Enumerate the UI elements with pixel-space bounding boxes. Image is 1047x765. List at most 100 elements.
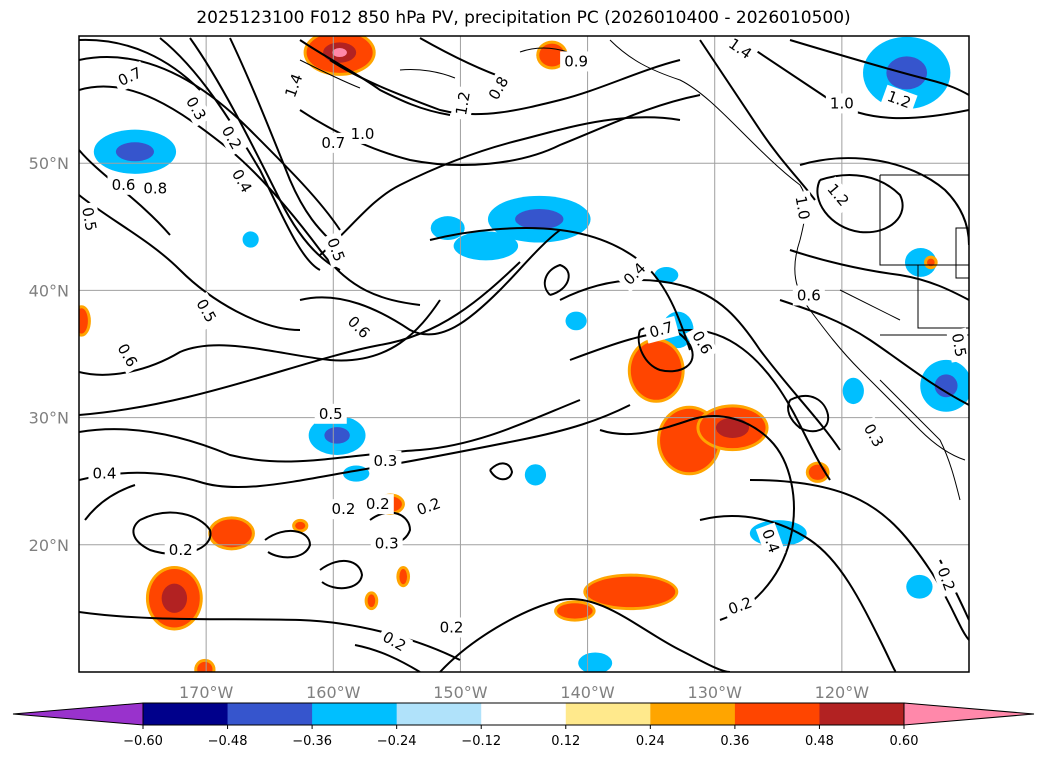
precip-patch (79, 308, 88, 334)
map-frame (78, 35, 970, 673)
contour-label: 0.9 (564, 52, 588, 70)
contour-label-group: 0.4 (88, 463, 121, 484)
contour-label-bg (435, 617, 468, 638)
lat-tick-label: 20°N (29, 536, 69, 555)
lon-tick-label: 150°W (433, 683, 488, 702)
contour-label-bg (410, 491, 448, 522)
precip-patch (845, 380, 861, 402)
contour-label-bg (369, 450, 402, 471)
contour-label-group: 1.2 (450, 85, 476, 121)
contour-label-bg (107, 174, 140, 195)
contour-label-bg (685, 323, 719, 362)
precip-patch-core (934, 374, 958, 398)
contour-label-bg (792, 285, 825, 306)
lat-axis: 20°N 30°N 40°N 50°N (29, 154, 69, 555)
precip-patch-core (324, 427, 350, 444)
contour-label-bg (616, 255, 653, 293)
lon-tick-label: 140°W (560, 683, 615, 702)
contour-label-bg (320, 231, 351, 269)
colorbar-segment (396, 703, 482, 725)
precip-patch (211, 519, 252, 548)
contour-label: 0.7 (321, 134, 345, 152)
contour-label-bg (361, 494, 394, 515)
contour-label-bg (179, 89, 213, 128)
contour-label-group: 0.5 (78, 201, 102, 237)
lon-axis: 170°W 160°W 150°W 140°W 130°W 120°W (179, 683, 869, 702)
contour-label: 0.2 (169, 541, 193, 559)
contour-label-bg (88, 463, 121, 484)
map-background (79, 36, 969, 672)
contour-label-bg (789, 190, 816, 226)
contour-label: 0.2 (332, 500, 356, 518)
contour-label-group: 0.6 (107, 174, 140, 195)
contour-label: 0.4 (92, 465, 116, 483)
lat-tick-label: 40°N (29, 281, 69, 300)
lon-tick-label: 160°W (306, 683, 361, 702)
chart-title: 2025123100 F012 850 hPa PV, precipitatio… (196, 8, 851, 28)
contour-label-bg (317, 132, 350, 153)
colorbar: −0.60 −0.48 −0.36 −0.24 −0.12 0.12 0.24 0.36 0.4… (12, 702, 1035, 749)
contour-label-group: 0.2 (164, 539, 197, 560)
precipitation-layer (79, 36, 969, 672)
contour-label-bg (856, 416, 891, 455)
contour-label-bg (346, 123, 379, 144)
contour-label-bg (164, 539, 197, 560)
precip-patch-peak (332, 48, 347, 58)
contour-label: 1.0 (792, 194, 814, 221)
precip-patch (657, 270, 676, 281)
colorbar-tick-label: 0.24 (636, 734, 665, 749)
contour-label-group: 0.7 (317, 132, 350, 153)
precip-patch (927, 258, 935, 267)
colorbar-segment (565, 703, 651, 725)
contour-label-bg (880, 84, 918, 115)
contour-label: 1.2 (452, 90, 474, 117)
colorbar-segment (650, 703, 736, 725)
colorbar-frame (142, 702, 905, 726)
contour-label-group: 1.0 (346, 123, 379, 144)
contour-label: 0.2 (366, 495, 390, 513)
precip-patch (557, 603, 593, 619)
contour-label-group: 1.0 (825, 93, 858, 114)
pv-contours (79, 37, 969, 672)
precip-patch (527, 467, 544, 483)
contour-label: 0.8 (143, 180, 167, 198)
contour-labels: 0.70.30.20.40.6 0.80.50.50.50.60.60.50.40… (78, 36, 970, 659)
contour-label-bg (375, 624, 414, 659)
lat-tick-label: 30°N (29, 409, 69, 428)
contour-label: 0.5 (319, 405, 343, 423)
contour-label-group: 0.5 (189, 291, 223, 330)
colorbar-extend-high (903, 702, 1035, 726)
contour-label-bg (560, 51, 593, 72)
colorbar-segment (734, 703, 820, 725)
colorbar-extend-low (12, 702, 144, 726)
contour-label: 0.5 (78, 206, 100, 233)
contour-label-group: 0.5 (946, 327, 970, 363)
colorbar-tick-label: −0.60 (123, 734, 163, 749)
precip-patch-core (515, 208, 564, 230)
contour-label-bg (643, 316, 680, 344)
precip-patch (197, 661, 213, 672)
colorbar-tick-label: −0.12 (461, 734, 501, 749)
contour-label-bg (340, 308, 378, 346)
contour-label-bg (450, 85, 476, 121)
precip-patch (808, 464, 827, 480)
contour-label-group: 0.2 (361, 494, 394, 515)
contour-label-bg (189, 291, 223, 330)
contour-label: 0.3 (375, 535, 399, 553)
contour-label-bg (721, 36, 759, 67)
contour-label: 1.0 (351, 125, 375, 143)
precip-patch (907, 250, 934, 274)
contour-label-group: 1.2 (820, 176, 856, 214)
contour-label: 0.6 (797, 286, 821, 304)
contour-label-bg (139, 178, 172, 199)
contour-label-group: 0.7 (643, 316, 680, 344)
contour-label-bg (370, 533, 403, 554)
contour-label: 0.5 (948, 332, 970, 359)
colorbar-tick-label: 0.12 (551, 734, 580, 749)
contour-label-group: 0.2 (435, 617, 468, 638)
precip-patch (433, 219, 462, 237)
contour-label-bg (327, 499, 360, 520)
contour-label-group: 0.8 (139, 178, 172, 199)
contour-label-group: 0.3 (369, 450, 402, 471)
contour-label-group: 0.6 (792, 285, 825, 306)
